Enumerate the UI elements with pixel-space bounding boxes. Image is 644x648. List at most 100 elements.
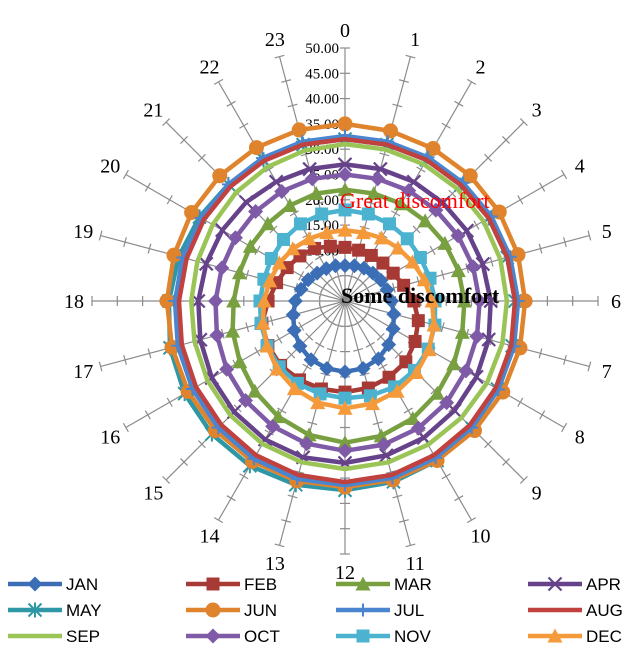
data-point-jan-10	[370, 351, 386, 367]
data-point-jan-16	[286, 322, 302, 338]
data-point-mar-5	[450, 263, 466, 278]
hour-label-18: 18	[64, 291, 84, 313]
data-point-oct-17	[209, 327, 225, 343]
axis-tick	[144, 410, 151, 420]
hour-label-13: 13	[265, 553, 285, 575]
data-point-feb-4	[386, 266, 400, 280]
axis-tick	[448, 189, 457, 198]
data-point-nov-12	[338, 391, 352, 405]
data-point-jun-6	[517, 293, 533, 309]
data-point-oct-9	[439, 395, 455, 411]
data-point-dec-18	[256, 293, 272, 308]
axis-tick	[147, 243, 152, 254]
data-point-dec-4	[404, 254, 420, 269]
hour-label-3: 3	[532, 99, 542, 121]
legend-label: AUG	[586, 601, 623, 620]
axis-tick	[412, 225, 421, 234]
legend-label: APR	[586, 575, 621, 594]
legend-item-dec: DEC	[528, 627, 622, 646]
data-point-oct-8	[458, 363, 474, 379]
axis-tick	[376, 332, 385, 341]
axis-tick	[144, 182, 151, 192]
data-point-dec-3	[390, 240, 406, 255]
axis-tick	[300, 152, 311, 157]
axis-tick	[466, 517, 477, 524]
legend-marker	[27, 602, 43, 618]
axis-tick	[366, 201, 377, 206]
series-sep	[188, 141, 510, 472]
hour-label-20: 20	[100, 156, 120, 178]
data-point-oct-12	[337, 443, 353, 459]
hour-label-11: 11	[406, 553, 425, 575]
data-point-oct-14	[265, 418, 281, 434]
radial-tick-label: 40.00	[305, 92, 339, 108]
axis-tick	[416, 166, 426, 173]
axis-tick	[502, 458, 510, 466]
legend-marker	[205, 628, 221, 644]
data-point-oct-1	[370, 171, 386, 187]
data-point-dec-1	[355, 225, 371, 240]
data-point-oct-20	[227, 230, 243, 246]
data-point-nov-21	[276, 232, 290, 246]
data-point-dec-21	[285, 241, 301, 256]
data-point-dec-2	[373, 230, 389, 245]
data-point-dec-13	[310, 395, 326, 410]
data-point-jan-18	[287, 293, 303, 309]
legend-label: JUL	[394, 601, 424, 620]
axis-tick	[123, 237, 127, 248]
axis-tick	[226, 100, 236, 107]
data-point-jan-11	[355, 360, 371, 376]
axis-tick	[519, 118, 528, 127]
data-point-jun-19	[166, 247, 182, 263]
axis-tick	[390, 210, 401, 217]
data-point-mar-19	[231, 265, 247, 280]
legend-item-feb: FEB	[186, 575, 277, 594]
hour-label-14: 14	[200, 526, 220, 548]
axis-tick	[213, 78, 224, 85]
axis-tick	[365, 341, 375, 348]
data-point-jan-4	[373, 272, 389, 288]
axis-tick	[166, 195, 173, 205]
hour-label-19: 19	[73, 221, 93, 243]
data-point-feb-1	[352, 243, 366, 257]
hour-label-1: 1	[410, 29, 420, 51]
data-point-mar-21	[260, 216, 276, 231]
data-point-nov-22	[293, 217, 307, 231]
axis-tick	[298, 321, 305, 331]
data-point-dec-20	[271, 255, 287, 270]
hour-label-12: 12	[335, 562, 355, 584]
data-point-mar-9	[429, 385, 445, 400]
data-point-jan-14	[303, 352, 319, 368]
data-point-mar-6	[456, 293, 472, 308]
data-point-mar-15	[247, 383, 263, 398]
axis-tick	[392, 103, 403, 108]
legend-marker	[205, 602, 221, 618]
axis-tick	[392, 494, 403, 499]
axis-tick	[403, 407, 413, 414]
data-point-oct-10	[410, 420, 426, 436]
axis-tick	[333, 274, 344, 279]
data-point-jun-5	[510, 247, 526, 263]
legend-marker	[27, 576, 43, 592]
series-line-aug	[176, 136, 518, 485]
axis-tick	[326, 348, 337, 352]
axis-tick	[276, 334, 283, 344]
data-point-oct-0	[337, 167, 353, 182]
axis-tick	[305, 261, 314, 270]
data-point-jan-23	[328, 258, 344, 274]
hour-label-15: 15	[143, 483, 163, 505]
data-point-apr-0	[337, 157, 353, 172]
axis-tick	[484, 153, 493, 162]
axis-tick	[277, 407, 287, 414]
legend-label: MAY	[66, 601, 102, 620]
axis-tick	[429, 245, 436, 256]
data-point-apr-7	[481, 332, 496, 347]
legend-item-jun: JUN	[186, 601, 277, 620]
annotation-some-discomfort: Some discomfort	[341, 283, 500, 308]
legend: JAN FEB MAR APR MAY JUN JUL AUG SEP OCT NOV DEC	[8, 575, 623, 646]
axis-tick	[264, 429, 274, 436]
axis-tick	[454, 100, 464, 107]
data-point-dec-9	[409, 365, 425, 380]
data-point-feb-7	[411, 314, 425, 328]
data-point-jun-21	[212, 168, 228, 184]
